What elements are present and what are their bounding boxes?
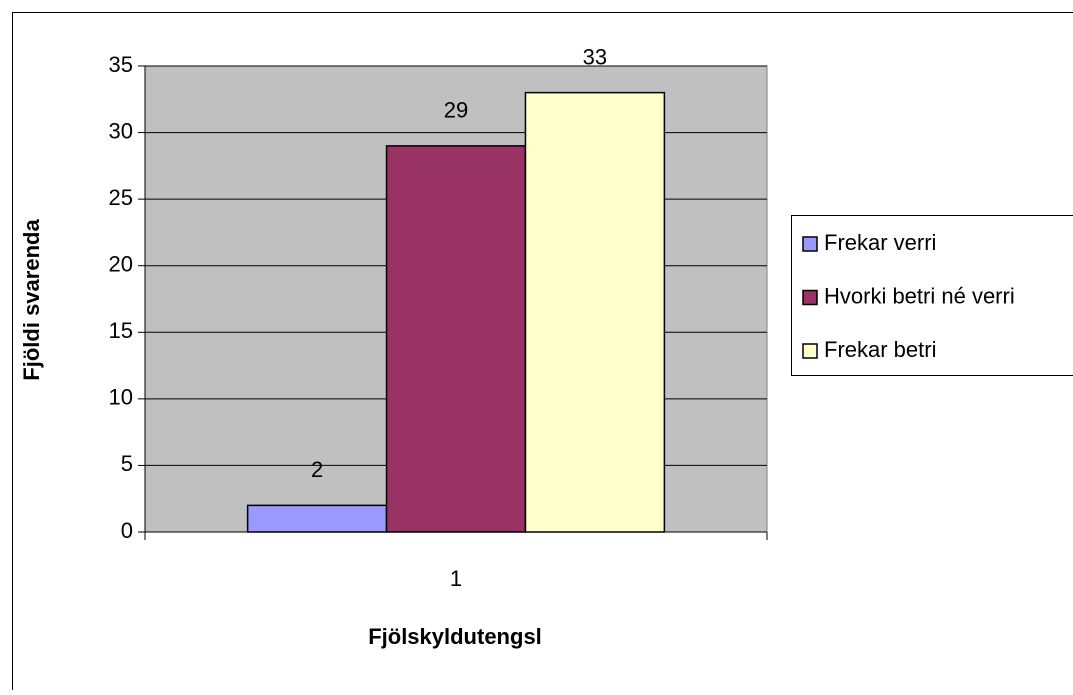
y-tick-label: 30 (109, 118, 133, 143)
bar (387, 146, 526, 532)
bar (525, 93, 664, 532)
legend-swatch (803, 237, 817, 251)
data-label: 2 (311, 457, 323, 482)
legend-label: Frekar betri (824, 337, 936, 362)
y-tick-label: 0 (121, 518, 133, 543)
legend-label: Frekar verri (824, 230, 936, 255)
x-axis-title: Fjölskyldutengsl (368, 624, 542, 649)
data-label: 29 (444, 98, 468, 123)
legend-swatch (803, 291, 817, 305)
y-axis-title: Fjöldi svarenda (19, 219, 44, 381)
x-tick-label: 1 (450, 566, 462, 591)
y-tick-label: 5 (121, 451, 133, 476)
bar (248, 505, 387, 532)
y-tick-label: 10 (109, 385, 133, 410)
y-tick-label: 35 (109, 52, 133, 77)
y-tick-label: 15 (109, 318, 133, 343)
legend-label: Hvorki betri né verri (824, 283, 1015, 308)
y-tick-label: 25 (109, 185, 133, 210)
legend-swatch (803, 344, 817, 358)
data-label: 33 (583, 44, 607, 69)
y-tick-label: 20 (109, 252, 133, 277)
